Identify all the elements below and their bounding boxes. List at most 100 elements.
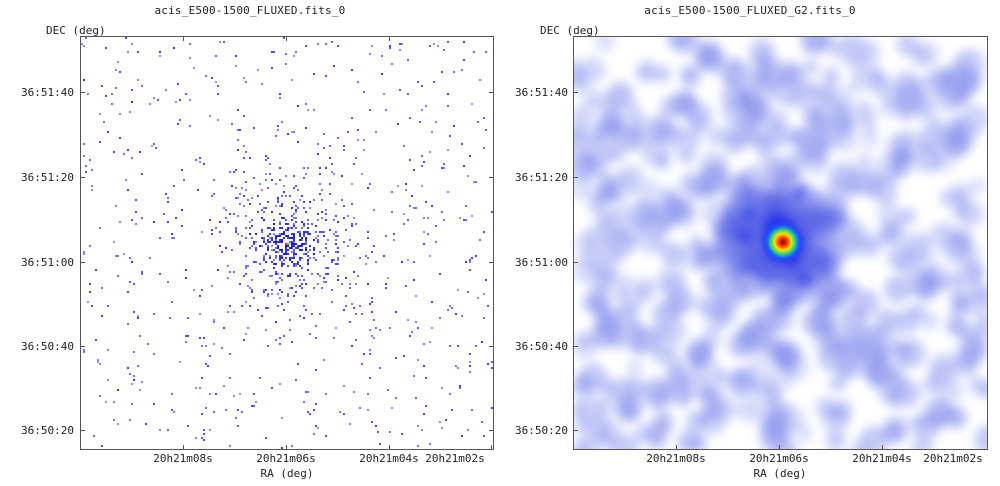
count-pixel xyxy=(303,225,305,227)
count-pixel xyxy=(287,295,289,297)
count-pixel xyxy=(297,141,299,143)
image-frame[interactable] xyxy=(80,36,494,450)
count-pixel xyxy=(129,281,131,283)
count-pixel xyxy=(325,209,327,211)
count-pixel xyxy=(483,117,485,119)
count-pixel xyxy=(289,257,291,259)
count-pixel xyxy=(103,121,105,123)
smoothed-blob xyxy=(579,151,599,171)
count-pixel xyxy=(277,245,279,247)
count-pixel xyxy=(113,419,115,421)
count-pixel xyxy=(279,337,281,339)
smoothed-blob xyxy=(840,37,870,62)
count-pixel xyxy=(355,313,357,315)
count-pixel xyxy=(317,427,319,429)
count-pixel xyxy=(309,333,311,335)
count-pixel xyxy=(287,253,289,255)
count-pixel xyxy=(399,89,401,91)
count-pixel xyxy=(263,255,265,257)
count-pixel xyxy=(185,277,187,279)
count-pixel xyxy=(293,235,295,237)
count-pixel xyxy=(281,255,283,257)
count-pixel xyxy=(241,187,243,189)
count-pixel xyxy=(421,185,423,187)
smoothed-blob xyxy=(796,271,813,288)
count-pixel xyxy=(359,407,361,409)
count-pixel xyxy=(245,151,247,153)
count-pixel xyxy=(193,67,195,69)
count-pixel xyxy=(285,229,287,231)
count-pixel xyxy=(457,289,459,291)
count-pixel xyxy=(141,217,143,219)
smoothed-blob xyxy=(712,221,732,241)
count-pixel xyxy=(149,103,151,105)
count-pixel xyxy=(141,381,143,383)
count-pixel xyxy=(469,259,471,261)
smoothed-blob xyxy=(863,353,889,379)
count-pixel xyxy=(267,227,269,229)
count-pixel xyxy=(315,425,317,427)
count-pixel xyxy=(297,247,299,249)
count-pixel xyxy=(279,179,281,181)
count-pixel xyxy=(223,327,225,329)
count-pixel xyxy=(435,241,437,243)
count-pixel xyxy=(275,273,277,275)
count-pixel xyxy=(367,237,369,239)
count-pixel xyxy=(229,353,231,355)
image-frame[interactable] xyxy=(573,36,988,450)
count-pixel xyxy=(83,155,85,157)
count-pixel xyxy=(369,109,371,111)
count-pixel xyxy=(447,149,449,151)
count-pixel xyxy=(237,233,239,235)
count-pixel xyxy=(305,253,307,255)
count-pixel xyxy=(249,247,251,249)
count-pixel xyxy=(441,427,443,429)
count-pixel xyxy=(137,51,139,53)
count-pixel xyxy=(459,387,461,389)
count-pixel xyxy=(87,301,89,303)
count-pixel xyxy=(333,65,335,67)
count-pixel xyxy=(279,297,281,299)
count-pixel xyxy=(329,183,331,185)
count-pixel xyxy=(265,289,267,291)
count-pixel xyxy=(167,429,169,431)
count-pixel xyxy=(423,413,425,415)
smoothed-blob xyxy=(969,177,987,195)
count-pixel xyxy=(335,263,337,265)
count-pixel xyxy=(403,223,405,225)
count-pixel xyxy=(119,71,121,73)
count-pixel xyxy=(253,261,255,263)
count-pixel xyxy=(355,157,357,159)
count-pixel xyxy=(295,217,297,219)
count-pixel xyxy=(243,275,245,277)
count-pixel xyxy=(105,47,107,49)
count-pixel xyxy=(291,247,293,249)
count-pixel xyxy=(235,417,237,419)
count-pixel xyxy=(301,267,303,269)
count-pixel xyxy=(301,245,303,247)
count-pixel xyxy=(407,219,409,221)
count-pixel xyxy=(475,255,477,257)
count-pixel xyxy=(279,205,281,207)
count-pixel xyxy=(433,81,435,83)
count-pixel xyxy=(307,263,309,265)
count-pixel xyxy=(429,341,431,343)
count-pixel xyxy=(375,425,377,427)
count-pixel xyxy=(185,449,187,450)
count-pixel xyxy=(337,275,339,277)
smoothed-blob xyxy=(949,181,972,204)
count-pixel xyxy=(281,303,283,305)
count-pixel xyxy=(159,429,161,431)
count-pixel xyxy=(249,227,251,229)
count-pixel xyxy=(307,219,309,221)
count-pixel xyxy=(221,347,223,349)
smoothed-blob xyxy=(953,86,972,105)
count-pixel xyxy=(313,249,315,251)
count-pixel xyxy=(335,235,337,237)
source-core xyxy=(761,220,805,264)
count-pixel xyxy=(347,245,349,247)
count-pixel xyxy=(263,241,265,243)
count-pixel xyxy=(279,233,281,235)
count-pixel xyxy=(311,313,313,315)
count-pixel xyxy=(295,253,297,255)
